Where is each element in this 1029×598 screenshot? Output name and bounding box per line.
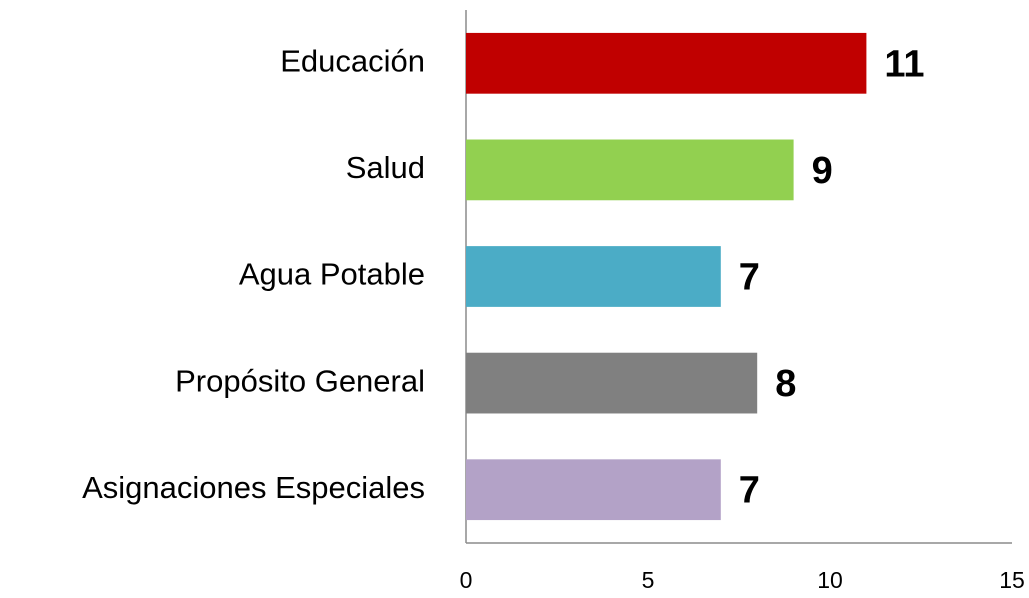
y-tick-label: Propósito General: [175, 363, 425, 398]
bar: [466, 459, 721, 521]
data-label: 7: [739, 257, 760, 299]
y-tick-label: Salud: [346, 150, 425, 185]
bar: [466, 246, 721, 307]
bar: [466, 32, 867, 94]
data-label: 7: [739, 470, 760, 512]
data-label: 8: [775, 363, 796, 405]
x-tick-label: 5: [642, 567, 655, 593]
y-tick-label: Agua Potable: [239, 257, 425, 292]
y-tick-label: Educación: [280, 43, 425, 78]
data-label: 11: [884, 43, 924, 85]
data-label: 9: [812, 150, 833, 192]
bar: [466, 139, 794, 201]
x-tick-label: 10: [817, 567, 843, 593]
x-tick-label: 15: [999, 567, 1025, 593]
x-tick-label: 0: [460, 567, 473, 593]
bar: [466, 352, 758, 414]
y-tick-label: Asignaciones Especiales: [82, 470, 425, 505]
